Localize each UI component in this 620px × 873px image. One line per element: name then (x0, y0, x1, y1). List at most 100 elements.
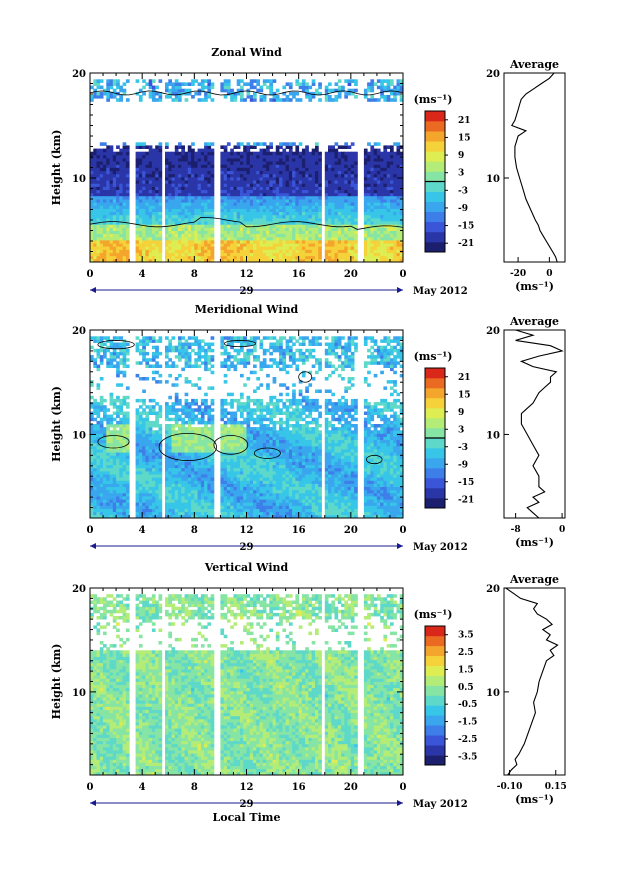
contour-line (89, 216, 404, 230)
heatmap-cell (337, 158, 342, 162)
heatmap-cell (236, 154, 241, 159)
heatmap-cell (125, 427, 130, 431)
heatmap-cell (119, 233, 123, 238)
heatmap-cell (334, 221, 339, 225)
heatmap-cell (253, 170, 257, 175)
heatmap-cell (318, 221, 322, 225)
heatmap-cell (298, 202, 303, 206)
heatmap-cell (90, 98, 94, 102)
heatmap-cell (266, 221, 270, 225)
heatmap-cell (328, 173, 332, 178)
heatmap-cell (171, 411, 176, 415)
heatmap-cell (380, 195, 384, 200)
heatmap-cell (142, 377, 146, 381)
heatmap-cell (184, 402, 189, 406)
heatmap-cell (266, 211, 270, 216)
heatmap-cell (337, 199, 342, 203)
heatmap-cell (103, 505, 107, 509)
heatmap-cell (142, 442, 146, 447)
heatmap-cell (207, 224, 212, 228)
heatmap-cell (240, 202, 244, 206)
heatmap-cell (122, 496, 127, 500)
heatmap-cell (249, 258, 254, 263)
heatmap-cell (383, 173, 388, 178)
heatmap-cell (295, 243, 300, 247)
heatmap-cell (240, 186, 244, 190)
heatmap-cell (93, 221, 97, 225)
heatmap-cell (151, 336, 156, 340)
heatmap-cell (181, 154, 185, 159)
heatmap-cell (200, 161, 205, 165)
heatmap-cell (93, 442, 97, 447)
heatmap-cell (262, 151, 267, 156)
heatmap-cell (103, 255, 107, 260)
heatmap-cell (165, 514, 169, 519)
heatmap-cell (191, 402, 195, 406)
heatmap-cell (259, 173, 264, 178)
heatmap-cell (194, 192, 198, 197)
heatmap-cell (393, 158, 397, 162)
heatmap-cell (155, 417, 159, 422)
heatmap-cell (373, 246, 378, 250)
heatmap-cell (383, 221, 388, 225)
heatmap-cell (93, 170, 97, 175)
heatmap-cell (96, 486, 101, 491)
heatmap-cell (138, 430, 143, 434)
heatmap-cell (151, 464, 156, 469)
heatmap-cell (220, 145, 225, 149)
heatmap-cell (116, 79, 120, 83)
heatmap-cell (151, 246, 156, 250)
heatmap-cell (165, 461, 169, 466)
heatmap-cell (145, 461, 150, 466)
heatmap-cell (148, 158, 153, 162)
heatmap-cell (386, 258, 391, 263)
heatmap-cell (246, 243, 251, 247)
heatmap-cell (344, 246, 348, 250)
heatmap-cell (390, 227, 394, 231)
heatmap-cell (109, 392, 114, 397)
heatmap-cell (93, 430, 97, 434)
heatmap-cell (262, 202, 267, 206)
heatmap-cell (243, 195, 247, 200)
heatmap-cell (233, 95, 238, 99)
heatmap-cell (106, 433, 110, 437)
heatmap-cell (122, 151, 127, 156)
heatmap-cell (315, 161, 319, 165)
heatmap-cell (285, 158, 290, 162)
heatmap-cell (256, 79, 260, 83)
heatmap-cell (109, 439, 114, 444)
heatmap-cell (373, 167, 378, 172)
heatmap-cell (249, 221, 254, 225)
heatmap-cell (315, 189, 319, 194)
heatmap-cell (106, 195, 110, 200)
heatmap-cell (266, 186, 270, 190)
heatmap-cell (106, 233, 110, 238)
heatmap-cell (135, 170, 140, 175)
heatmap-cell (328, 189, 332, 194)
heatmap-cell (109, 496, 114, 500)
heatmap-cell (347, 236, 352, 241)
heatmap-cell (308, 158, 313, 162)
heatmap-cell (151, 205, 156, 209)
heatmap-cell (275, 180, 280, 184)
heatmap-cell (171, 336, 176, 340)
heatmap-cell (187, 195, 192, 200)
heatmap-cell (103, 258, 107, 263)
heatmap-cell (197, 176, 202, 181)
heatmap-cell (344, 145, 348, 149)
heatmap-cell (396, 211, 401, 216)
heatmap-cell (178, 373, 182, 378)
heatmap-cell (165, 511, 169, 516)
heatmap-cell (165, 417, 169, 422)
heatmap-cell (236, 164, 241, 168)
heatmap-cell (125, 414, 130, 419)
heatmap-cell (194, 236, 198, 241)
heatmap-cell (142, 355, 146, 359)
heatmap-cell (181, 442, 185, 447)
heatmap-cell (318, 246, 322, 250)
heatmap-cell (142, 170, 146, 175)
heatmap-cell (390, 240, 394, 244)
heatmap-cell (122, 467, 127, 472)
heatmap-cell (187, 417, 192, 422)
heatmap-cell (328, 164, 332, 168)
